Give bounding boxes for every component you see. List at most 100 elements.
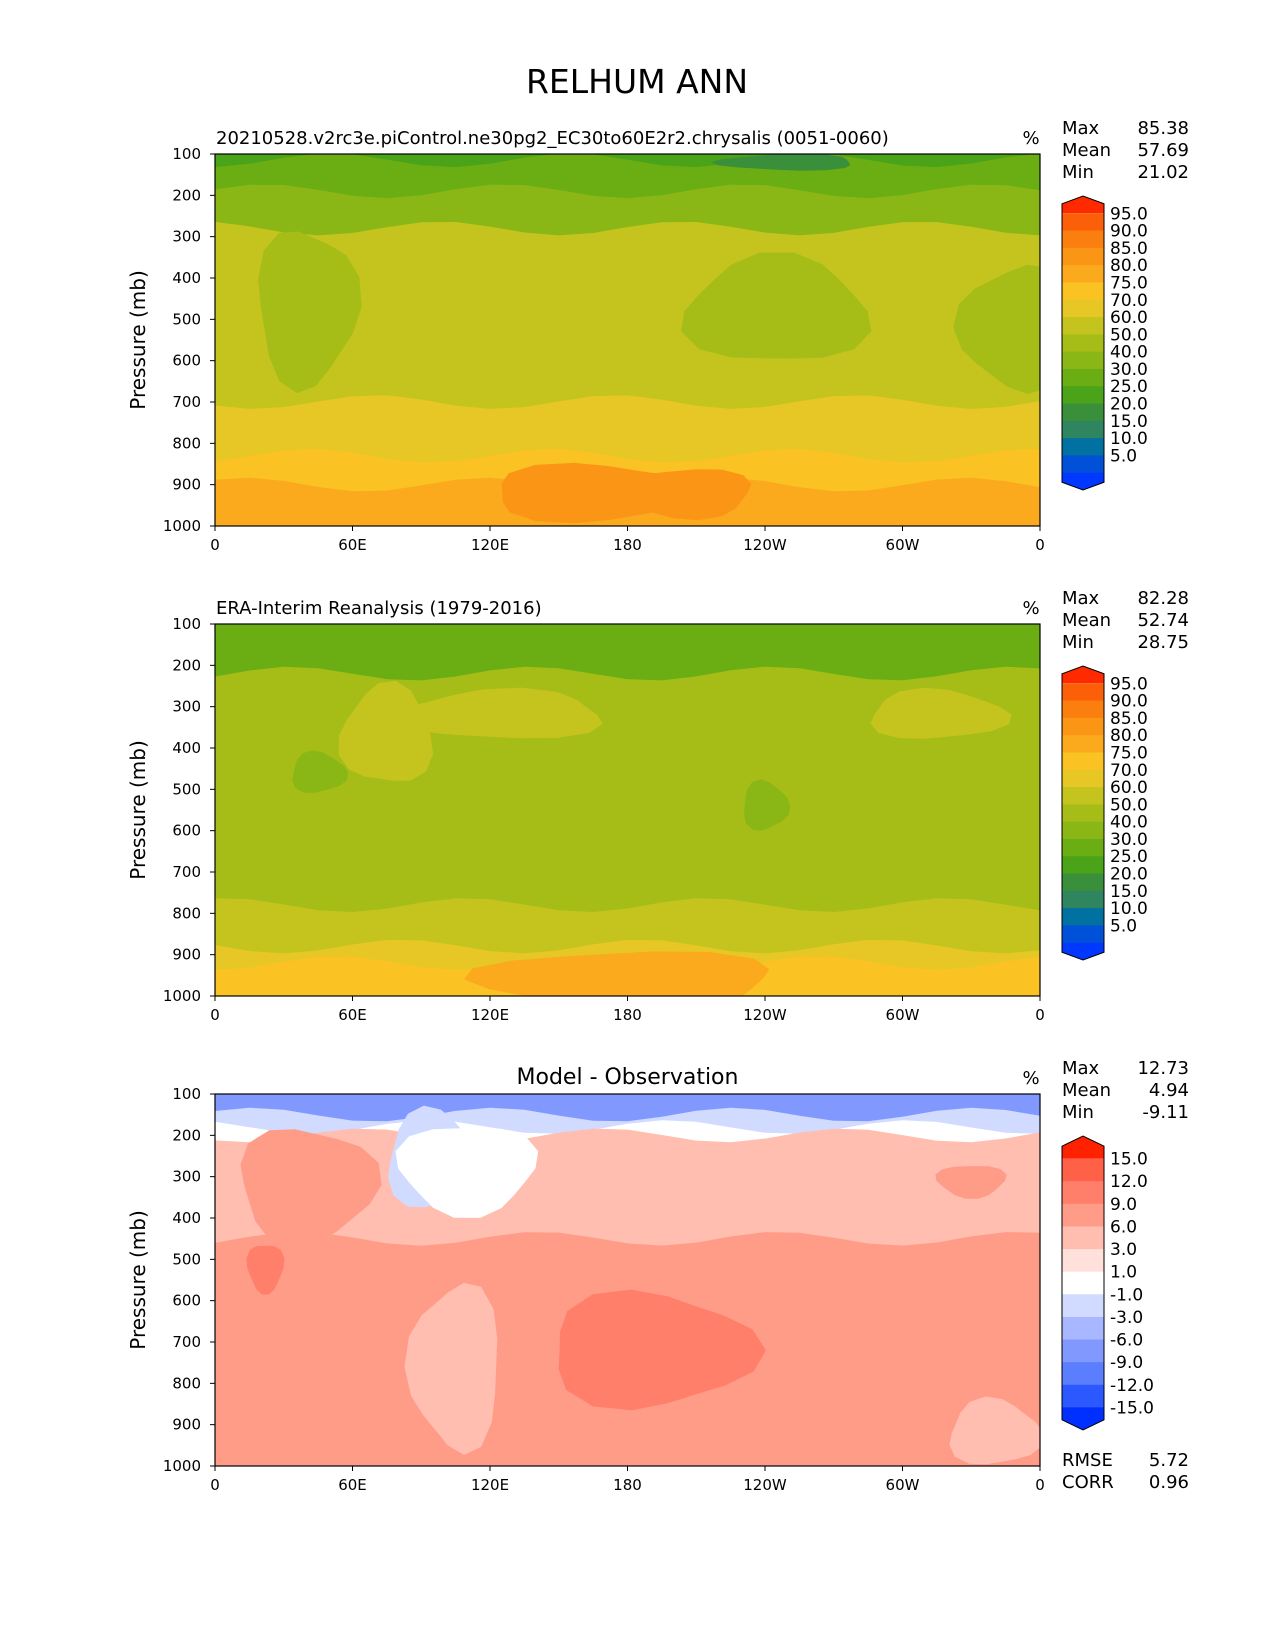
contour-region	[464, 951, 770, 996]
colorbar-swatch	[1062, 386, 1104, 405]
colorbar-swatch	[1062, 472, 1104, 490]
y-tick-label: 200	[172, 656, 201, 674]
colorbar-swatch	[1062, 873, 1104, 892]
colorbar-swatch	[1062, 769, 1104, 788]
colorbar-label: -9.0	[1110, 1353, 1143, 1373]
colorbar-swatch	[1062, 821, 1104, 840]
x-tick-label: 120W	[743, 1476, 787, 1494]
x-tick-label: 60E	[338, 536, 367, 554]
panel-model: 100 200 300 400 500 600 700 800 900 1000 0 60E 120E 1…	[126, 118, 1189, 554]
colorbar-label: -6.0	[1110, 1331, 1143, 1351]
colorbar-label: 25.0	[1110, 847, 1148, 867]
contour-band	[215, 395, 1040, 466]
y-tick-label: 400	[172, 1209, 201, 1227]
colorbar-swatch	[1062, 1136, 1104, 1159]
metric-label: CORR	[1062, 1472, 1114, 1493]
x-tick-label: 60W	[886, 536, 920, 554]
colorbar-label: 30.0	[1110, 830, 1148, 850]
colorbar-label: 3.0	[1110, 1240, 1137, 1260]
x-tick-label: 60W	[886, 1476, 920, 1494]
stat-label: Min	[1062, 162, 1094, 183]
colorbar-swatch	[1062, 1339, 1104, 1363]
x-tick-label: 0	[1035, 536, 1045, 554]
contour-region	[404, 1282, 498, 1455]
stat-value: 85.38	[1137, 118, 1189, 139]
y-tick-label: 600	[172, 822, 201, 840]
colorbar-label: 70.0	[1110, 291, 1148, 311]
colorbar-swatch	[1062, 1181, 1104, 1205]
colorbar-swatch	[1062, 666, 1104, 684]
x-tick-label: 180	[613, 1006, 642, 1024]
colorbar-label: 50.0	[1110, 325, 1148, 345]
stat-label: Max	[1062, 588, 1100, 609]
colorbar-label: 85.0	[1110, 709, 1148, 729]
contour-region	[935, 1166, 1007, 1199]
x-tick-label: 60E	[338, 1006, 367, 1024]
stat-value: 4.94	[1149, 1080, 1189, 1101]
x-tick-label: 0	[1035, 1006, 1045, 1024]
x-tick-label: 180	[613, 536, 642, 554]
colorbar-swatch	[1062, 1226, 1104, 1250]
colorbar-label: 95.0	[1110, 674, 1148, 694]
plot-area	[215, 1094, 1040, 1466]
colorbar-swatch	[1062, 420, 1104, 439]
colorbar-swatch	[1062, 1407, 1104, 1430]
colorbar-label: 15.0	[1110, 412, 1148, 432]
contour-region	[390, 687, 603, 739]
colorbar-swatch	[1062, 282, 1104, 301]
colorbar-swatch	[1062, 925, 1104, 944]
x-tick-label: 0	[210, 1476, 220, 1494]
contour-region	[610, 469, 752, 521]
y-tick-label: 300	[172, 698, 201, 716]
y-tick-label: 600	[172, 1292, 201, 1310]
y-tick-label: 800	[172, 904, 201, 922]
colorbar-swatch	[1062, 683, 1104, 702]
y-tick-label: 100	[172, 145, 201, 163]
x-tick-label: 120W	[743, 1006, 787, 1024]
colorbar-label: 20.0	[1110, 865, 1148, 885]
colorbar: 95.090.085.080.075.070.060.050.040.030.0…	[1061, 665, 1148, 961]
x-tick-label: 180	[613, 1476, 642, 1494]
colorbar-swatch	[1062, 752, 1104, 771]
stat-value: 21.02	[1137, 162, 1189, 183]
colorbar-label: 10.0	[1110, 429, 1148, 449]
colorbar-label: -12.0	[1110, 1376, 1154, 1396]
x-tick-label: 120E	[471, 1006, 509, 1024]
colorbar-label: -15.0	[1110, 1398, 1154, 1418]
colorbar-label: 5.0	[1110, 446, 1137, 466]
y-axis-label: Pressure (mb)	[126, 1210, 150, 1350]
contour-region	[258, 231, 362, 394]
stat-value: 82.28	[1137, 588, 1189, 609]
contour-region	[870, 687, 1012, 739]
panel-title: ERA-Interim Reanalysis (1979-2016)	[216, 598, 542, 619]
colorbar-swatch	[1062, 908, 1104, 926]
colorbar-swatch	[1062, 455, 1104, 474]
stat-value: 57.69	[1137, 140, 1189, 161]
x-tick-label: 0	[210, 1006, 220, 1024]
y-tick-label: 500	[172, 1250, 201, 1268]
colorbar-outline	[1061, 665, 1105, 961]
colorbar-swatch	[1062, 942, 1104, 960]
colorbar-label: 50.0	[1110, 795, 1148, 815]
y-tick-label: 800	[172, 434, 201, 452]
contour-region	[681, 252, 872, 359]
y-tick-label: 500	[172, 310, 201, 328]
colorbar-label: 85.0	[1110, 239, 1148, 259]
units-label: %	[1022, 128, 1039, 149]
colorbar-swatch	[1062, 787, 1104, 805]
colorbar-label: 5.0	[1110, 916, 1137, 936]
panel-title: 20210528.v2rc3e.piControl.ne30pg2_EC30to…	[216, 128, 889, 149]
contour-region	[711, 154, 851, 171]
colorbar-outline	[1061, 1135, 1105, 1431]
y-tick-label: 800	[172, 1374, 201, 1392]
colorbar-swatch	[1062, 247, 1104, 266]
plot-area	[215, 624, 1040, 996]
figure-title: RELHUM ANN	[526, 62, 748, 101]
colorbar-swatch	[1062, 351, 1104, 370]
colorbar-swatch	[1062, 1249, 1104, 1273]
metric-value: 5.72	[1149, 1450, 1189, 1471]
y-tick-label: 100	[172, 1085, 201, 1103]
contour-band	[215, 624, 1040, 684]
colorbar-outline	[1061, 195, 1105, 491]
stat-label: Mean	[1062, 140, 1111, 161]
